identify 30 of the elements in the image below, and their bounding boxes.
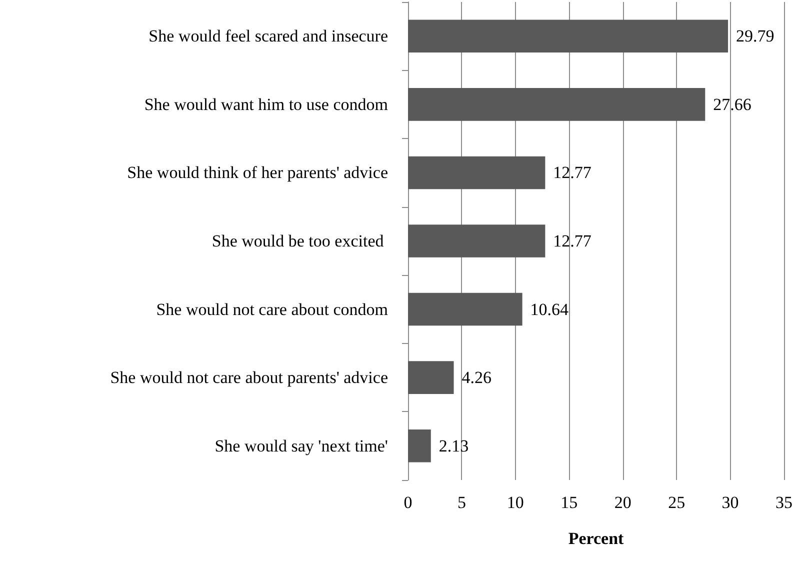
y-tick-label: She would think of her parents' advice [127, 163, 388, 182]
bar [408, 156, 546, 190]
bar [408, 224, 546, 258]
x-tick-label: 35 [776, 493, 792, 512]
y-tick-label: She would say 'next time' [214, 436, 388, 456]
y-tick-label: She would be too excited [212, 232, 388, 250]
x-axis-title: Percent [568, 529, 624, 548]
x-tick-label: 25 [668, 493, 686, 512]
data-label: 29.79 [736, 26, 774, 46]
bar [408, 88, 706, 121]
data-label: 27.66 [713, 94, 752, 114]
x-tick-label: 30 [722, 493, 739, 512]
y-tick-label: She would not care about parents' advice [110, 368, 388, 388]
y-tick-label: She would feel scared and insecure [148, 26, 388, 46]
y-tick-label: She would not care about condom [156, 300, 388, 319]
bar [408, 20, 728, 53]
data-label: 12.77 [553, 232, 592, 250]
x-tick-label: 15 [560, 493, 578, 512]
data-label: 10.64 [530, 300, 570, 319]
x-tick-label: 5 [457, 493, 466, 512]
y-tick-label: She would want him to use condom [144, 94, 388, 114]
bar [408, 429, 431, 462]
x-tick-label: 10 [506, 493, 524, 512]
x-tick-label: 20 [614, 493, 632, 512]
data-label: 4.26 [462, 368, 492, 388]
bar [408, 292, 522, 326]
bar [408, 361, 454, 394]
x-tick-label: 0 [404, 493, 412, 512]
data-label: 2.13 [438, 436, 469, 456]
data-label: 12.77 [553, 163, 592, 182]
